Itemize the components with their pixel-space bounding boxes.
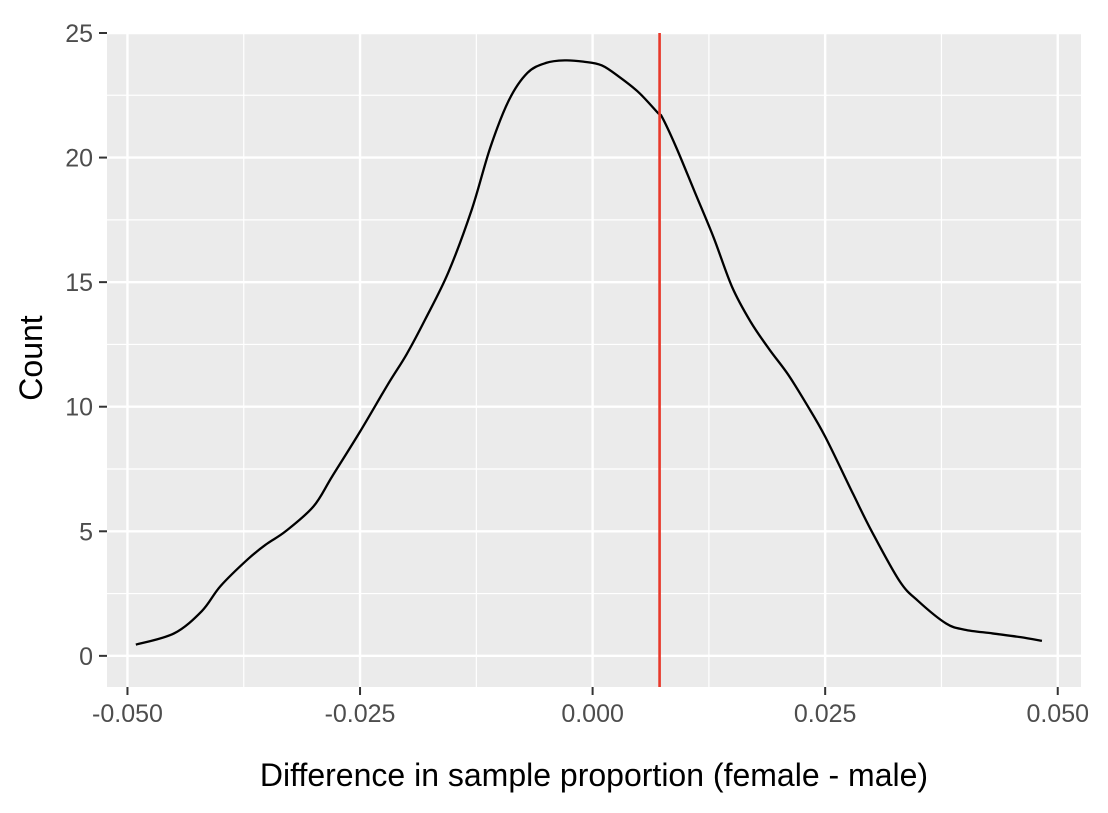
x-tick-labels: -0.050 -0.025 0.000 0.025 0.050 bbox=[92, 700, 1089, 728]
density-curve bbox=[135, 59, 1043, 646]
x-tick-label: 0.050 bbox=[1026, 700, 1089, 728]
y-tick-labels: 0 5 10 15 20 25 bbox=[65, 20, 93, 671]
x-tick-label: -0.025 bbox=[325, 700, 396, 728]
x-tick-label: 0.025 bbox=[794, 700, 857, 728]
x-axis-title: Difference in sample proportion (female … bbox=[260, 757, 928, 793]
y-tick-label: 10 bbox=[65, 394, 93, 422]
x-tick-label: -0.050 bbox=[92, 700, 163, 728]
y-axis-title: Count bbox=[13, 315, 49, 401]
y-tick-label: 5 bbox=[79, 518, 93, 546]
axis-ticks bbox=[99, 32, 1059, 695]
y-tick-label: 20 bbox=[65, 145, 93, 173]
y-tick-label: 0 bbox=[79, 643, 93, 671]
y-tick-label: 15 bbox=[65, 269, 93, 297]
plot-panel bbox=[107, 33, 1081, 687]
minor-grid bbox=[107, 33, 1081, 687]
major-grid bbox=[107, 31, 1081, 687]
x-tick-label: 0.000 bbox=[561, 700, 624, 728]
y-tick-label: 25 bbox=[65, 20, 93, 48]
